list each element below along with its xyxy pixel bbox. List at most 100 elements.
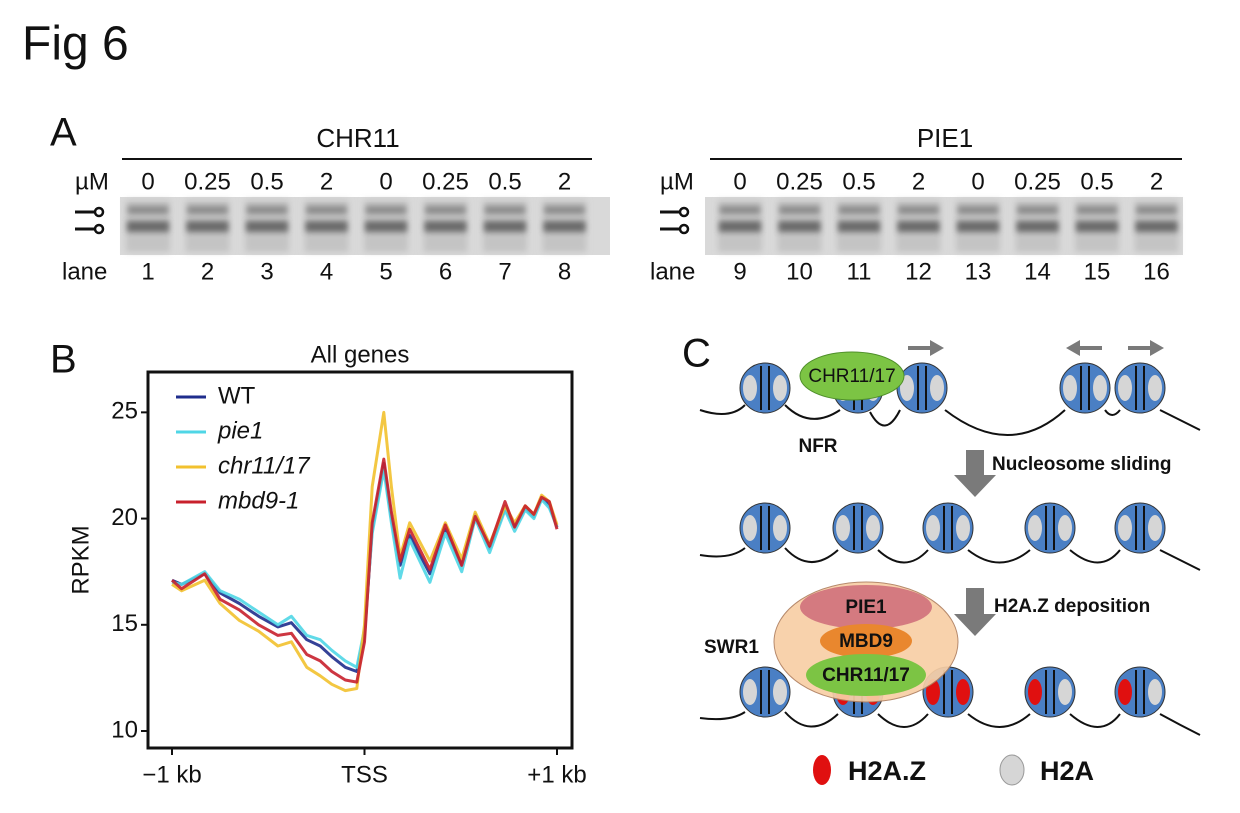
arrow — [954, 450, 996, 497]
h2a — [836, 515, 850, 541]
concentration: 0 — [971, 168, 984, 195]
h2a — [1093, 375, 1107, 401]
concentration: 0.25 — [422, 168, 469, 195]
gel-band — [1016, 221, 1059, 232]
series-line — [171, 457, 559, 684]
diagram-arrows — [908, 340, 1164, 636]
h2a — [743, 679, 757, 705]
nfr-label: NFR — [798, 436, 837, 457]
h2a — [1058, 515, 1072, 541]
concentration: 0 — [733, 168, 746, 195]
concentration: 2 — [1150, 168, 1163, 195]
chart-title: All genes — [311, 341, 410, 368]
concentration: 0.25 — [1014, 168, 1061, 195]
h2a — [1148, 679, 1162, 705]
lane-number: 1 — [141, 258, 154, 285]
h2az — [956, 679, 970, 705]
complex-part-label: CHR11/17 — [822, 665, 910, 686]
h2a — [1148, 375, 1162, 401]
concentration: 0 — [379, 168, 392, 195]
concentration: 0 — [141, 168, 154, 195]
chart: 10 15 20 25 −1 kb TSS +1 kb WT pie1 chr11/17 mbd9-… — [111, 370, 587, 788]
y-tick-label: 10 — [111, 716, 138, 743]
remodeler-label: CHR11/17 — [808, 366, 895, 387]
plot-frame — [146, 370, 574, 750]
gel-band — [1135, 221, 1178, 232]
h2a — [900, 375, 914, 401]
legend-label: H2A.Z — [848, 756, 926, 786]
gel-band — [186, 221, 229, 232]
dna — [699, 547, 1201, 571]
panel-letter: A — [50, 111, 77, 155]
nucleosome — [1114, 666, 1166, 718]
concentration: 0.25 — [184, 168, 231, 195]
panel-letter: C — [682, 332, 711, 376]
h2a — [1063, 375, 1077, 401]
complex-label: SWR1 — [704, 637, 759, 658]
gel-band — [187, 206, 228, 214]
h2a — [866, 515, 880, 541]
concentration: 0.5 — [250, 168, 283, 195]
concentration: 0.25 — [776, 168, 823, 195]
lane-number: 10 — [786, 258, 813, 285]
step-label: H2A.Z deposition — [994, 596, 1150, 617]
h2a — [773, 515, 787, 541]
nucleosome — [1024, 502, 1076, 554]
lane-number: 16 — [1143, 258, 1170, 285]
concentration: 2 — [320, 168, 333, 195]
legend-swatch — [999, 754, 1025, 786]
y-tick-label: 15 — [111, 610, 138, 637]
concentration: 2 — [912, 168, 925, 195]
h2a — [956, 515, 970, 541]
lane-number: 12 — [905, 258, 932, 285]
h2az — [1028, 679, 1042, 705]
arrow — [954, 588, 996, 636]
nucleosome — [1114, 362, 1166, 414]
gel-band — [1017, 206, 1058, 214]
lane-number: 8 — [558, 258, 571, 285]
gel-band — [543, 221, 586, 232]
series-line — [171, 410, 559, 693]
lane-number: 3 — [260, 258, 273, 285]
nucleosome — [1114, 502, 1166, 554]
gel-band — [839, 206, 879, 214]
h2a — [1148, 515, 1162, 541]
lane-number: 13 — [965, 258, 992, 285]
h2a — [930, 375, 944, 401]
nucleosome — [832, 502, 884, 554]
swr1-complex: PIE1 MBD9 CHR11/17 — [773, 581, 959, 703]
lane-number: 5 — [379, 258, 392, 285]
legend-swatch — [813, 755, 831, 785]
gel-band — [958, 206, 998, 214]
lane-number: 6 — [439, 258, 452, 285]
h2a — [1118, 515, 1132, 541]
arrow — [1066, 340, 1102, 356]
concentration: 0.5 — [1080, 168, 1113, 195]
lane-number: 4 — [320, 258, 333, 285]
lane-label: lane — [650, 258, 695, 285]
concentration: 0.5 — [488, 168, 521, 195]
diagram — [699, 404, 1201, 736]
y-tick-label: 25 — [111, 398, 138, 425]
h2a — [773, 375, 787, 401]
legend-label: pie1 — [217, 417, 263, 444]
nucleosome — [739, 502, 791, 554]
icon — [678, 223, 690, 235]
h2a — [773, 679, 787, 705]
gel-band — [957, 221, 999, 232]
gel-band — [424, 221, 467, 232]
step-label: Nucleosome sliding — [992, 454, 1171, 475]
h2a — [1028, 515, 1042, 541]
gel-band — [485, 206, 525, 214]
lane-number: 11 — [847, 258, 872, 285]
icon — [678, 206, 690, 218]
legend-label: H2A — [1040, 756, 1094, 786]
gel-band — [1076, 221, 1118, 232]
gel-title: CHR11 — [316, 123, 399, 153]
y-axis-label: RPKM — [67, 525, 94, 594]
lane-number: 9 — [733, 258, 746, 285]
h2a — [743, 375, 757, 401]
gel-band — [305, 221, 348, 232]
gel-band — [306, 206, 347, 214]
